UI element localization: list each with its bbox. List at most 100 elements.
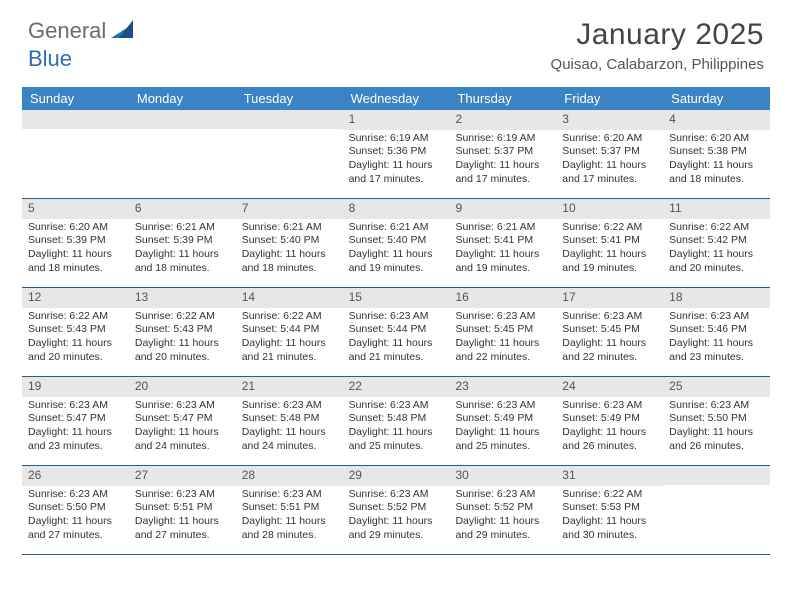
sunset-text: Sunset: 5:45 PM <box>455 323 550 337</box>
day-cell: 25Sunrise: 6:23 AMSunset: 5:50 PMDayligh… <box>663 377 770 465</box>
sunset-text: Sunset: 5:40 PM <box>242 234 337 248</box>
sunrise-text: Sunrise: 6:23 AM <box>455 310 550 324</box>
daylight-text: Daylight: 11 hours and 24 minutes. <box>242 426 337 453</box>
daylight-text: Daylight: 11 hours and 19 minutes. <box>562 248 657 275</box>
daylight-text: Daylight: 11 hours and 26 minutes. <box>669 426 764 453</box>
day-cell: 28Sunrise: 6:23 AMSunset: 5:51 PMDayligh… <box>236 466 343 554</box>
date-number: 9 <box>449 199 556 219</box>
day-details: Sunrise: 6:23 AMSunset: 5:45 PMDaylight:… <box>449 308 556 369</box>
sunrise-text: Sunrise: 6:23 AM <box>349 310 444 324</box>
sunset-text: Sunset: 5:52 PM <box>349 501 444 515</box>
week-row: 12Sunrise: 6:22 AMSunset: 5:43 PMDayligh… <box>22 288 770 377</box>
day-details: Sunrise: 6:23 AMSunset: 5:47 PMDaylight:… <box>22 397 129 458</box>
day-details: Sunrise: 6:19 AMSunset: 5:36 PMDaylight:… <box>343 130 450 191</box>
date-number: 7 <box>236 199 343 219</box>
sunrise-text: Sunrise: 6:23 AM <box>349 488 444 502</box>
weeks-container: 1Sunrise: 6:19 AMSunset: 5:36 PMDaylight… <box>22 110 770 555</box>
day-cell: 14Sunrise: 6:22 AMSunset: 5:44 PMDayligh… <box>236 288 343 376</box>
day-cell: 30Sunrise: 6:23 AMSunset: 5:52 PMDayligh… <box>449 466 556 554</box>
sunset-text: Sunset: 5:38 PM <box>669 145 764 159</box>
day-details: Sunrise: 6:22 AMSunset: 5:44 PMDaylight:… <box>236 308 343 369</box>
day-header: Monday <box>129 87 236 110</box>
daylight-text: Daylight: 11 hours and 24 minutes. <box>135 426 230 453</box>
daylight-text: Daylight: 11 hours and 20 minutes. <box>669 248 764 275</box>
date-number: 12 <box>22 288 129 308</box>
day-details: Sunrise: 6:23 AMSunset: 5:49 PMDaylight:… <box>449 397 556 458</box>
day-details: Sunrise: 6:23 AMSunset: 5:50 PMDaylight:… <box>22 486 129 547</box>
day-cell: 4Sunrise: 6:20 AMSunset: 5:38 PMDaylight… <box>663 110 770 198</box>
day-details: Sunrise: 6:22 AMSunset: 5:53 PMDaylight:… <box>556 486 663 547</box>
sunset-text: Sunset: 5:50 PM <box>669 412 764 426</box>
day-cell: 8Sunrise: 6:21 AMSunset: 5:40 PMDaylight… <box>343 199 450 287</box>
brand-logo: General <box>28 18 135 44</box>
day-details: Sunrise: 6:23 AMSunset: 5:47 PMDaylight:… <box>129 397 236 458</box>
daylight-text: Daylight: 11 hours and 20 minutes. <box>135 337 230 364</box>
calendar: Sunday Monday Tuesday Wednesday Thursday… <box>22 87 770 555</box>
sunset-text: Sunset: 5:46 PM <box>669 323 764 337</box>
day-cell: 3Sunrise: 6:20 AMSunset: 5:37 PMDaylight… <box>556 110 663 198</box>
daylight-text: Daylight: 11 hours and 18 minutes. <box>28 248 123 275</box>
header: General January 2025 Quisao, Calabarzon,… <box>0 0 792 79</box>
day-details: Sunrise: 6:23 AMSunset: 5:45 PMDaylight:… <box>556 308 663 369</box>
sunrise-text: Sunrise: 6:19 AM <box>455 132 550 146</box>
sunrise-text: Sunrise: 6:23 AM <box>455 399 550 413</box>
daylight-text: Daylight: 11 hours and 21 minutes. <box>242 337 337 364</box>
daylight-text: Daylight: 11 hours and 18 minutes. <box>669 159 764 186</box>
daylight-text: Daylight: 11 hours and 18 minutes. <box>242 248 337 275</box>
daylight-text: Daylight: 11 hours and 21 minutes. <box>349 337 444 364</box>
daylight-text: Daylight: 11 hours and 17 minutes. <box>562 159 657 186</box>
date-number: 3 <box>556 110 663 130</box>
day-cell <box>129 110 236 198</box>
date-number: 13 <box>129 288 236 308</box>
date-number: 30 <box>449 466 556 486</box>
day-cell: 5Sunrise: 6:20 AMSunset: 5:39 PMDaylight… <box>22 199 129 287</box>
sunset-text: Sunset: 5:39 PM <box>135 234 230 248</box>
date-number: 29 <box>343 466 450 486</box>
date-number: 6 <box>129 199 236 219</box>
sunrise-text: Sunrise: 6:19 AM <box>349 132 444 146</box>
location-label: Quisao, Calabarzon, Philippines <box>551 56 764 73</box>
brand-part1: General <box>28 18 106 44</box>
date-number: 5 <box>22 199 129 219</box>
month-title: January 2025 <box>551 18 764 52</box>
day-cell: 12Sunrise: 6:22 AMSunset: 5:43 PMDayligh… <box>22 288 129 376</box>
title-block: January 2025 Quisao, Calabarzon, Philipp… <box>551 18 764 73</box>
sunrise-text: Sunrise: 6:23 AM <box>28 399 123 413</box>
date-number: 23 <box>449 377 556 397</box>
sunrise-text: Sunrise: 6:23 AM <box>242 488 337 502</box>
date-number: 17 <box>556 288 663 308</box>
day-header: Tuesday <box>236 87 343 110</box>
sunrise-text: Sunrise: 6:23 AM <box>135 399 230 413</box>
day-details: Sunrise: 6:23 AMSunset: 5:48 PMDaylight:… <box>236 397 343 458</box>
daylight-text: Daylight: 11 hours and 18 minutes. <box>135 248 230 275</box>
sunrise-text: Sunrise: 6:22 AM <box>669 221 764 235</box>
day-details: Sunrise: 6:23 AMSunset: 5:51 PMDaylight:… <box>236 486 343 547</box>
day-cell: 15Sunrise: 6:23 AMSunset: 5:44 PMDayligh… <box>343 288 450 376</box>
date-number: 18 <box>663 288 770 308</box>
day-cell: 7Sunrise: 6:21 AMSunset: 5:40 PMDaylight… <box>236 199 343 287</box>
daylight-text: Daylight: 11 hours and 23 minutes. <box>669 337 764 364</box>
sunset-text: Sunset: 5:42 PM <box>669 234 764 248</box>
daylight-text: Daylight: 11 hours and 19 minutes. <box>349 248 444 275</box>
sunrise-text: Sunrise: 6:21 AM <box>135 221 230 235</box>
day-cell: 13Sunrise: 6:22 AMSunset: 5:43 PMDayligh… <box>129 288 236 376</box>
day-details: Sunrise: 6:23 AMSunset: 5:48 PMDaylight:… <box>343 397 450 458</box>
daylight-text: Daylight: 11 hours and 22 minutes. <box>562 337 657 364</box>
sunset-text: Sunset: 5:50 PM <box>28 501 123 515</box>
sunrise-text: Sunrise: 6:23 AM <box>28 488 123 502</box>
day-details: Sunrise: 6:19 AMSunset: 5:37 PMDaylight:… <box>449 130 556 191</box>
day-cell: 20Sunrise: 6:23 AMSunset: 5:47 PMDayligh… <box>129 377 236 465</box>
sunset-text: Sunset: 5:52 PM <box>455 501 550 515</box>
day-header: Thursday <box>449 87 556 110</box>
day-cell: 19Sunrise: 6:23 AMSunset: 5:47 PMDayligh… <box>22 377 129 465</box>
day-details: Sunrise: 6:23 AMSunset: 5:52 PMDaylight:… <box>343 486 450 547</box>
sunset-text: Sunset: 5:44 PM <box>349 323 444 337</box>
date-number: 8 <box>343 199 450 219</box>
day-details: Sunrise: 6:23 AMSunset: 5:50 PMDaylight:… <box>663 397 770 458</box>
week-row: 5Sunrise: 6:20 AMSunset: 5:39 PMDaylight… <box>22 199 770 288</box>
week-row: 26Sunrise: 6:23 AMSunset: 5:50 PMDayligh… <box>22 466 770 555</box>
date-number: 20 <box>129 377 236 397</box>
day-header-row: Sunday Monday Tuesday Wednesday Thursday… <box>22 87 770 110</box>
sunset-text: Sunset: 5:39 PM <box>28 234 123 248</box>
sunrise-text: Sunrise: 6:22 AM <box>135 310 230 324</box>
